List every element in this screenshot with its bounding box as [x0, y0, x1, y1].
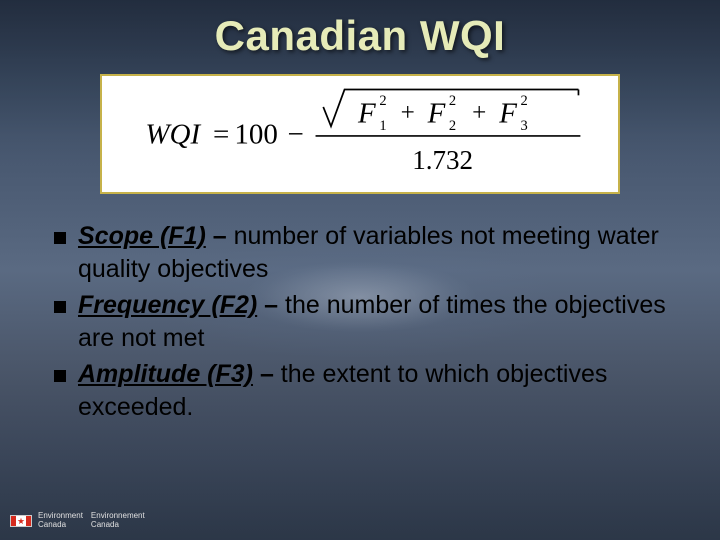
term-f1-sub: 1 [379, 118, 386, 134]
footer-col-fr: Environnement Canada [91, 512, 145, 530]
footer-text: Environment Canada Environnement Canada [38, 512, 145, 530]
bullet-dash: – [257, 291, 285, 319]
bullet-item: Scope (F1) – number of variables not mee… [54, 220, 676, 285]
bullet-list: Scope (F1) – number of variables not mee… [36, 220, 684, 423]
formula-svg: WQI = 100 − F 2 1 + F 2 2 + [102, 76, 618, 192]
term-f2-base: F [427, 97, 446, 129]
canada-flag-icon [10, 515, 32, 527]
bullet-dash: – [253, 360, 281, 388]
bullet-item: Amplitude (F3) – the extent to which obj… [54, 358, 676, 423]
footer-fr-line2: Canada [91, 521, 145, 530]
bullet-text: Amplitude (F3) – the extent to which obj… [78, 358, 676, 423]
formula-eq: = [213, 119, 229, 151]
term-f3-base: F [498, 97, 517, 129]
term-f2-sup: 2 [449, 93, 456, 109]
footer-en-line2: Canada [38, 521, 83, 530]
bullet-item: Frequency (F2) – the number of times the… [54, 289, 676, 354]
term-f3-sup: 2 [520, 93, 527, 109]
slide: Canadian WQI WQI = 100 − F 2 1 + F 2 [0, 0, 720, 540]
formula-100: 100 [234, 119, 277, 151]
term-f1-base: F [357, 97, 376, 129]
term-f1-sup: 2 [379, 93, 386, 109]
formula-lhs: WQI [145, 119, 201, 151]
bullet-marker [54, 232, 66, 244]
slide-title: Canadian WQI [36, 12, 684, 60]
term-f2-sub: 2 [449, 118, 456, 134]
formula-denom: 1.732 [412, 145, 473, 175]
bullet-marker [54, 301, 66, 313]
bullet-dash: – [206, 222, 234, 250]
bullet-marker [54, 370, 66, 382]
bullet-text: Scope (F1) – number of variables not mee… [78, 220, 676, 285]
plus-1: + [401, 99, 415, 126]
bullet-term: Scope (F1) [78, 222, 206, 250]
formula-minus: − [288, 119, 304, 151]
formula-box: WQI = 100 − F 2 1 + F 2 2 + [100, 74, 620, 194]
bullet-term: Frequency (F2) [78, 291, 257, 319]
footer-col-en: Environment Canada [38, 512, 83, 530]
plus-2: + [472, 99, 486, 126]
bullet-text: Frequency (F2) – the number of times the… [78, 289, 676, 354]
bullet-term: Amplitude (F3) [78, 360, 253, 388]
term-f3-sub: 3 [520, 118, 527, 134]
footer: Environment Canada Environnement Canada [10, 512, 145, 530]
